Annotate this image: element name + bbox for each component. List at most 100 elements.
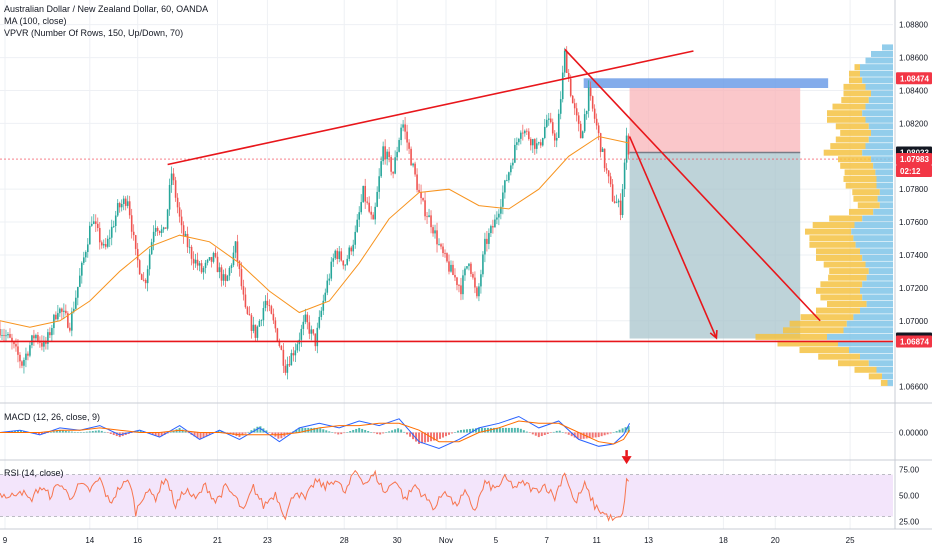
candle-body-174	[172, 173, 175, 181]
macd-hist-bar-378	[376, 432, 379, 435]
candle-body-52	[51, 328, 53, 336]
candle-body-364	[362, 185, 364, 203]
candle-body-44	[43, 340, 45, 347]
candle-body-98	[96, 223, 99, 228]
candle-body-274	[272, 313, 275, 321]
macd-hist-bar-186	[184, 431, 187, 433]
macd-hist-bar-246	[244, 432, 247, 434]
candle-body-530	[528, 131, 530, 140]
candle-body-328	[326, 280, 329, 293]
candle-body-26	[25, 353, 27, 360]
vp-row-up-21	[876, 182, 893, 189]
candle-body-568	[565, 50, 568, 74]
macd-hist-bar-351	[349, 431, 352, 433]
candle-body-320	[318, 316, 321, 328]
vp-row-down-4	[849, 70, 860, 77]
candle-body-114	[112, 226, 115, 227]
vp-row-down-20	[843, 176, 877, 182]
candle-body-358	[356, 219, 358, 232]
candle-body-142	[140, 274, 143, 280]
vp-row-down-39	[827, 301, 867, 307]
vp-row-down-37	[816, 287, 860, 294]
candle-body-446	[444, 253, 446, 254]
candle-body-314	[312, 329, 315, 334]
candle-body-136	[134, 235, 137, 249]
candle-body-410	[408, 142, 410, 149]
candle-body-318	[316, 327, 319, 347]
vp-row-up-22	[879, 189, 893, 196]
macd-hist-bar-270	[268, 432, 271, 433]
macd-pane[interactable]	[0, 415, 893, 450]
candle-body-436	[434, 230, 436, 234]
macd-hist-bar-495	[492, 427, 495, 433]
candle-body-340	[338, 251, 341, 259]
macd-hist-bar-480	[477, 427, 480, 433]
candle-body-630	[627, 135, 630, 155]
macd-hist-bar-189	[187, 432, 190, 434]
macd-hist-bar-414	[412, 432, 415, 440]
vpvr-indicator-label[interactable]: VPVR (Number Of Rows, 150, Up/Down, 70)	[4, 28, 184, 38]
macd-hist-bar-618	[615, 431, 618, 433]
vp-row-down-45	[777, 340, 838, 347]
macd-hist-bar-159	[157, 432, 160, 437]
vp-row-down-11	[827, 116, 866, 123]
candle-body-6	[5, 335, 7, 337]
candle-body-486	[484, 238, 486, 255]
candle-body-556	[553, 133, 556, 141]
candle-body-290	[288, 364, 291, 366]
candle-body-156	[154, 227, 157, 232]
macd-hist-bar-387	[385, 432, 388, 433]
vp-row-up-50	[882, 373, 893, 380]
candle-body-126	[124, 198, 127, 206]
macd-hist-bar-570	[567, 432, 570, 435]
candle-body-344	[342, 260, 345, 266]
time-tick-label: 7	[545, 536, 550, 545]
vp-row-up-44	[827, 333, 893, 340]
rsi-indicator-label[interactable]: RSI (14, close)	[4, 468, 64, 478]
time-tick-label: 30	[393, 536, 402, 545]
macd-hist-bar-36	[34, 432, 37, 434]
candle-body-586	[583, 114, 586, 132]
rsi-pane[interactable]	[0, 450, 893, 522]
candle-body-178	[176, 197, 179, 208]
vp-row-up-37	[860, 287, 893, 294]
vp-row-up-12	[868, 123, 893, 130]
macd-hist-bar-606	[603, 432, 606, 436]
candlesticks[interactable]	[0, 46, 630, 380]
candle-body-368	[366, 201, 368, 203]
vp-row-down-35	[828, 274, 867, 281]
candle-body-370	[368, 202, 370, 212]
vp-row-down-25	[849, 208, 874, 215]
macd-hist-bar-420	[418, 432, 421, 444]
macd-hist-bar-354	[352, 429, 355, 433]
candle-body-254	[252, 324, 255, 331]
candle-body-626	[623, 162, 626, 190]
macd-hist-bar-555	[552, 431, 555, 433]
macd-hist-bar-204	[202, 432, 205, 438]
vp-row-down-8	[841, 97, 869, 104]
candle-body-198	[196, 259, 199, 266]
candle-body-480	[478, 286, 480, 297]
ma-indicator-label[interactable]: MA (100, close)	[4, 16, 67, 26]
macd-hist-bar-105	[103, 431, 106, 433]
candle-body-14	[13, 341, 15, 345]
macd-hist-bar-402	[400, 429, 403, 433]
trendlines[interactable]	[0, 48, 893, 343]
vp-row-up-38	[862, 294, 893, 301]
macd-indicator-label[interactable]: MACD (12, 26, close, 9)	[4, 412, 101, 422]
macd-hist-bar-18	[16, 430, 19, 433]
candle-body-182	[180, 216, 183, 226]
candle-body-524	[522, 132, 524, 134]
candle-body-202	[200, 263, 203, 273]
vp-row-up-20	[876, 176, 893, 182]
macd-hist-bar-318	[316, 427, 319, 433]
macd-hist-bar-9	[7, 431, 10, 433]
macd-hist-bar-108	[106, 432, 109, 433]
candle-body-80	[79, 275, 81, 287]
candle-body-440	[438, 244, 440, 245]
candle-body-218	[216, 256, 219, 273]
symbol-title[interactable]: Australian Dollar / New Zealand Dollar, …	[4, 4, 209, 14]
vp-row-up-24	[879, 202, 893, 209]
macd-hist-bar-513	[510, 427, 513, 433]
